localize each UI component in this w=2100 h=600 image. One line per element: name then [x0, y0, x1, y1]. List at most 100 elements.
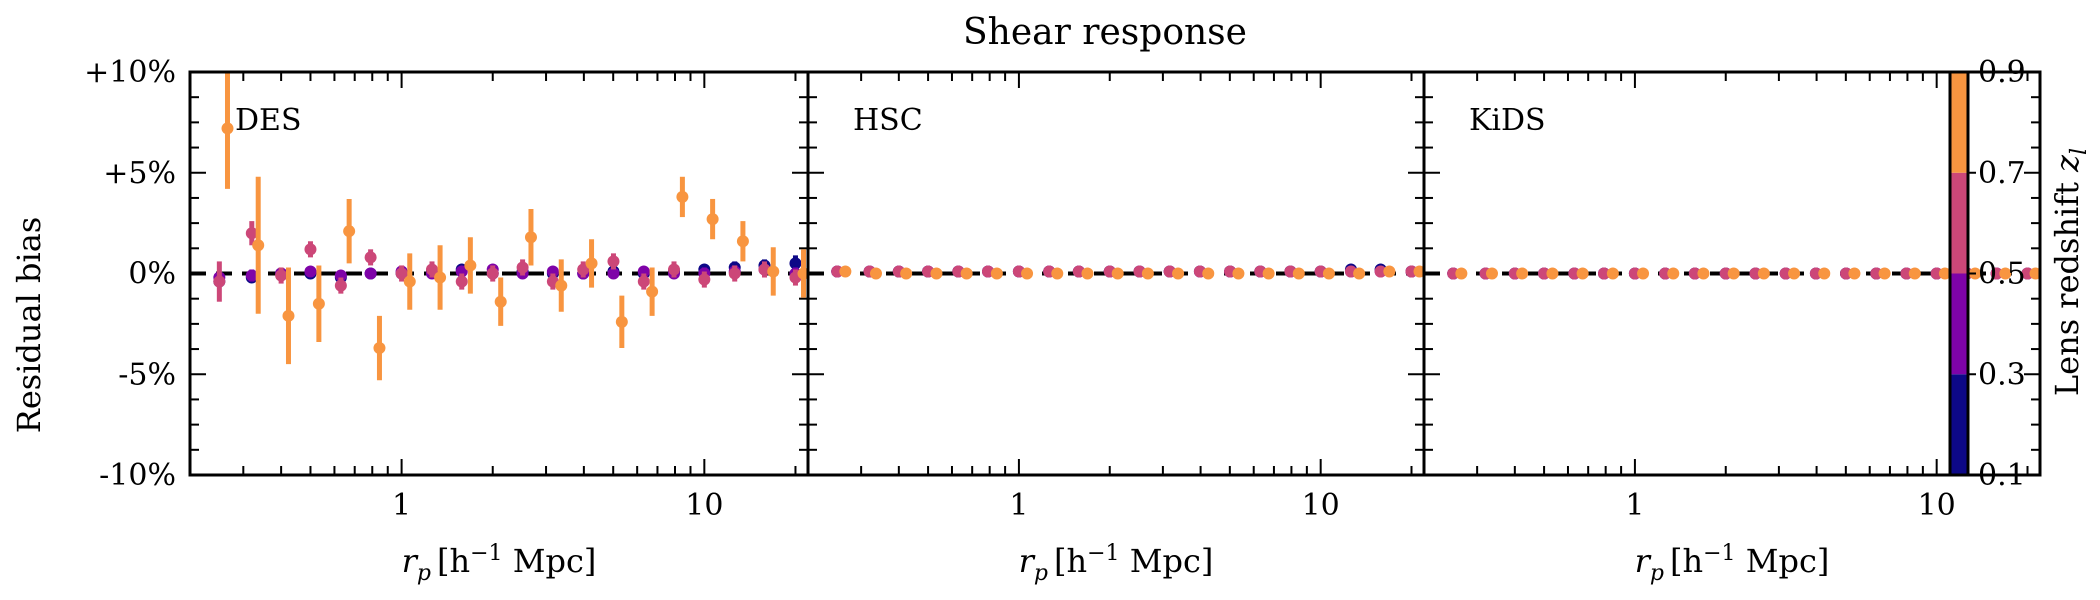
x-tick-label: 10	[1918, 488, 1956, 523]
data-point	[364, 251, 377, 264]
panel-label: HSC	[853, 103, 923, 138]
data-point	[364, 267, 377, 280]
data-point	[736, 235, 749, 248]
data-point	[1809, 267, 1822, 280]
data-point	[1606, 267, 1619, 280]
x-label-symbol: r	[1635, 542, 1652, 580]
y-axis-label: Residual bias	[10, 217, 48, 433]
colorbar: 0.9 0.7 0.5 0.3 0.1 Lens redshift zl	[1948, 55, 2092, 493]
x-axis-label: rp [h−1 Mpc]	[1019, 541, 1214, 586]
data-point	[789, 257, 802, 270]
data-point	[455, 265, 468, 278]
colorbar-tick-label: 0.5	[1978, 257, 2026, 292]
data-point	[1757, 267, 1770, 280]
data-point	[1990, 267, 2003, 280]
colorbar-tick-label: 0.3	[1978, 357, 2026, 392]
data-point	[1697, 267, 1710, 280]
data-point	[646, 285, 659, 298]
data-point	[312, 297, 325, 310]
figure-title: Shear response	[963, 12, 1247, 53]
x-axis-label: rp [h−1 Mpc]	[1635, 541, 1830, 586]
data-point	[1930, 267, 1943, 280]
data-point	[1262, 267, 1275, 280]
data-point	[555, 279, 568, 292]
data-point	[1292, 267, 1305, 280]
data-point	[869, 267, 882, 280]
data-point	[930, 267, 943, 280]
x-label-symbol: r	[402, 542, 419, 580]
data-point	[1485, 267, 1498, 280]
data-point	[282, 309, 295, 322]
x-tick-label: 10	[685, 488, 723, 523]
data-point	[455, 275, 468, 288]
data-point	[1999, 267, 2012, 280]
colorbar-segment	[1950, 72, 1968, 173]
data-point	[245, 269, 258, 282]
x-label-symbol: r	[1019, 542, 1036, 580]
colorbar-tick-label: 0.9	[1978, 55, 2026, 90]
data-point	[1938, 267, 1951, 280]
data-point	[1788, 267, 1801, 280]
data-point	[1878, 267, 1891, 280]
series-z-bin-3	[831, 265, 1418, 278]
data-point	[1749, 267, 1762, 280]
data-point	[1141, 267, 1154, 280]
data-point	[1172, 267, 1185, 280]
data-point	[1383, 265, 1396, 278]
data-point	[1111, 267, 1124, 280]
colorbar-label: Lens redshift zl	[2048, 148, 2092, 396]
data-point	[1598, 267, 1611, 280]
colorbar-tick-label: 0.1	[1978, 458, 2026, 493]
data-point	[1667, 267, 1680, 280]
data-point	[637, 265, 650, 278]
data-point	[1021, 267, 1034, 280]
data-point	[1900, 267, 1913, 280]
data-point	[1908, 267, 1921, 280]
data-point	[1051, 267, 1064, 280]
colorbar-label-symbol: z	[2048, 154, 2086, 173]
colorbar-label-text: Lens redshift	[2048, 172, 2086, 396]
x-label-subscript: p	[1650, 561, 1664, 586]
data-point	[221, 122, 234, 135]
data-point	[434, 271, 447, 284]
x-label-subscript: p	[1034, 561, 1048, 586]
x-label-subscript: p	[417, 561, 431, 586]
data-point	[698, 273, 711, 286]
colorbar-segment	[1950, 374, 1968, 475]
data-point	[1322, 267, 1335, 280]
x-label-unit: Mpc]	[1736, 542, 1830, 580]
data-point	[275, 269, 288, 282]
colorbar-tick-label: 0.7	[1978, 156, 2026, 191]
x-label-bracket: [h	[1054, 542, 1087, 580]
x-label-bracket: [h	[437, 542, 470, 580]
data-point	[1232, 267, 1245, 280]
data-point	[839, 265, 852, 278]
data-point	[577, 263, 590, 276]
panel-label: DES	[235, 103, 302, 138]
data-point	[252, 239, 265, 252]
y-tick-label: -10%	[99, 458, 176, 493]
series-z-bin-4	[221, 72, 810, 381]
y-tick-label: +5%	[103, 156, 176, 191]
x-tick-label: 1	[1625, 488, 1644, 523]
data-point	[676, 190, 689, 203]
data-point	[1688, 267, 1701, 280]
y-tick-label: 0%	[128, 257, 176, 292]
data-point	[373, 342, 386, 355]
data-point	[1779, 267, 1792, 280]
data-point	[1848, 267, 1861, 280]
data-point	[1818, 267, 1831, 280]
data-point	[1081, 267, 1094, 280]
series-z-bin-3	[213, 221, 802, 302]
data-point	[637, 275, 650, 288]
data-point	[334, 269, 347, 282]
panel-des: DES 1 10 rp [h−1 Mpc]	[188, 70, 810, 586]
x-label-unit: Mpc]	[1120, 542, 1214, 580]
data-point	[486, 267, 499, 280]
series-z-bin-4	[1455, 267, 2042, 280]
data-point	[304, 265, 317, 278]
colorbar-segment	[1950, 273, 1968, 375]
data-point	[1516, 267, 1529, 280]
